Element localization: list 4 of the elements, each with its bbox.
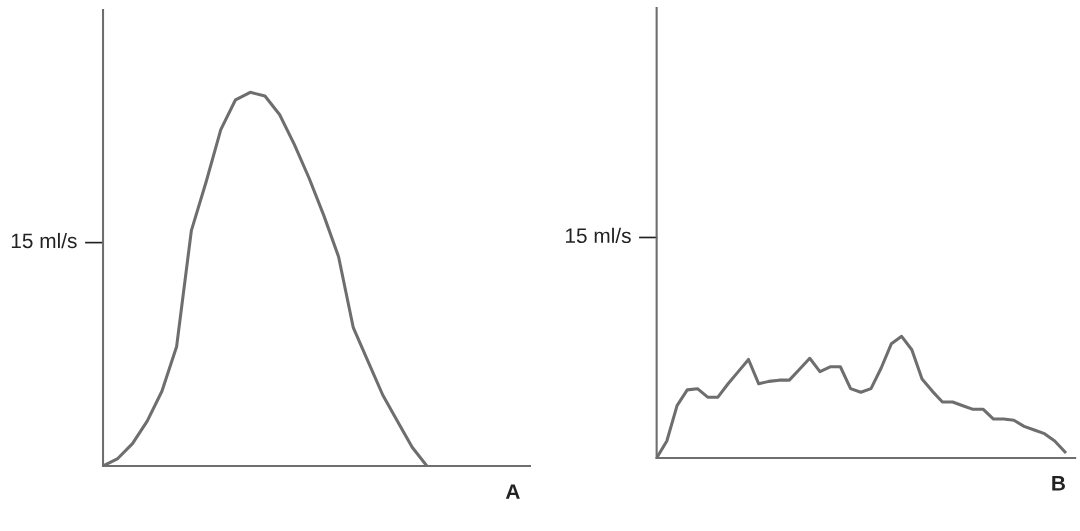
text: 15 ml/s bbox=[11, 232, 77, 249]
text: 15 ml/s bbox=[565, 227, 631, 244]
text: A bbox=[505, 484, 520, 499]
text: B bbox=[1052, 476, 1065, 491]
